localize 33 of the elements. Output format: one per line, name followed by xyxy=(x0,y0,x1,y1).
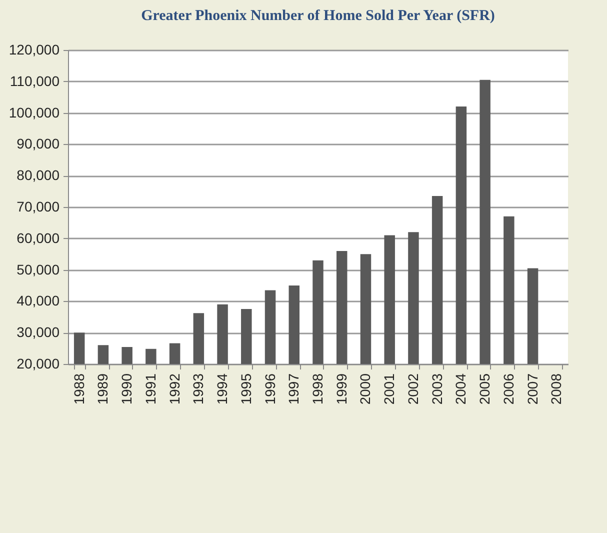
x-tick-label: 1999 xyxy=(333,373,350,405)
y-tick-label: 100,000 xyxy=(8,104,60,120)
y-tick-label: 110,000 xyxy=(10,72,60,89)
y-tick-label: 70,000 xyxy=(16,198,60,214)
y-tick-label: 50,000 xyxy=(16,261,60,278)
x-tick-label: 1991 xyxy=(142,373,158,405)
y-tick-label: 60,000 xyxy=(16,230,60,246)
x-tick-label: 2002 xyxy=(404,373,421,405)
y-tick-label: 40,000 xyxy=(16,292,60,309)
x-tick-label: 2003 xyxy=(428,373,445,405)
y-tick-label: 30,000 xyxy=(16,324,60,340)
y-tick-label: 20,000 xyxy=(16,356,60,372)
x-tick-label: 1988 xyxy=(70,373,87,405)
x-tick-label: 1989 xyxy=(94,373,111,405)
y-tick-label: 80,000 xyxy=(16,167,60,184)
x-tick-label: 2007 xyxy=(524,373,540,405)
x-tick-label: 2006 xyxy=(500,373,516,405)
x-tick-label: 2004 xyxy=(452,373,469,405)
x-tick-label: 1993 xyxy=(190,373,206,405)
x-tick-label: 2001 xyxy=(381,373,398,405)
x-tick-label: 2008 xyxy=(548,373,564,405)
x-tick-label: 1998 xyxy=(310,373,326,405)
x-tick-label: 1995 xyxy=(238,373,254,405)
y-tick-label: 90,000 xyxy=(16,136,60,152)
x-tick-label: 2005 xyxy=(476,373,493,405)
x-tick-label: 1992 xyxy=(166,373,182,405)
x-tick-label: 2000 xyxy=(357,373,374,405)
x-tick-label: 1994 xyxy=(214,373,230,405)
x-tick-label: 1996 xyxy=(262,373,278,405)
y-tick-label: 120,000 xyxy=(8,42,60,58)
x-tick-label: 1997 xyxy=(286,373,302,405)
chart-title: Greater Phoenix Number of Home Sold Per Year (SFR) xyxy=(141,8,495,24)
x-tick-label: 1990 xyxy=(118,373,135,405)
